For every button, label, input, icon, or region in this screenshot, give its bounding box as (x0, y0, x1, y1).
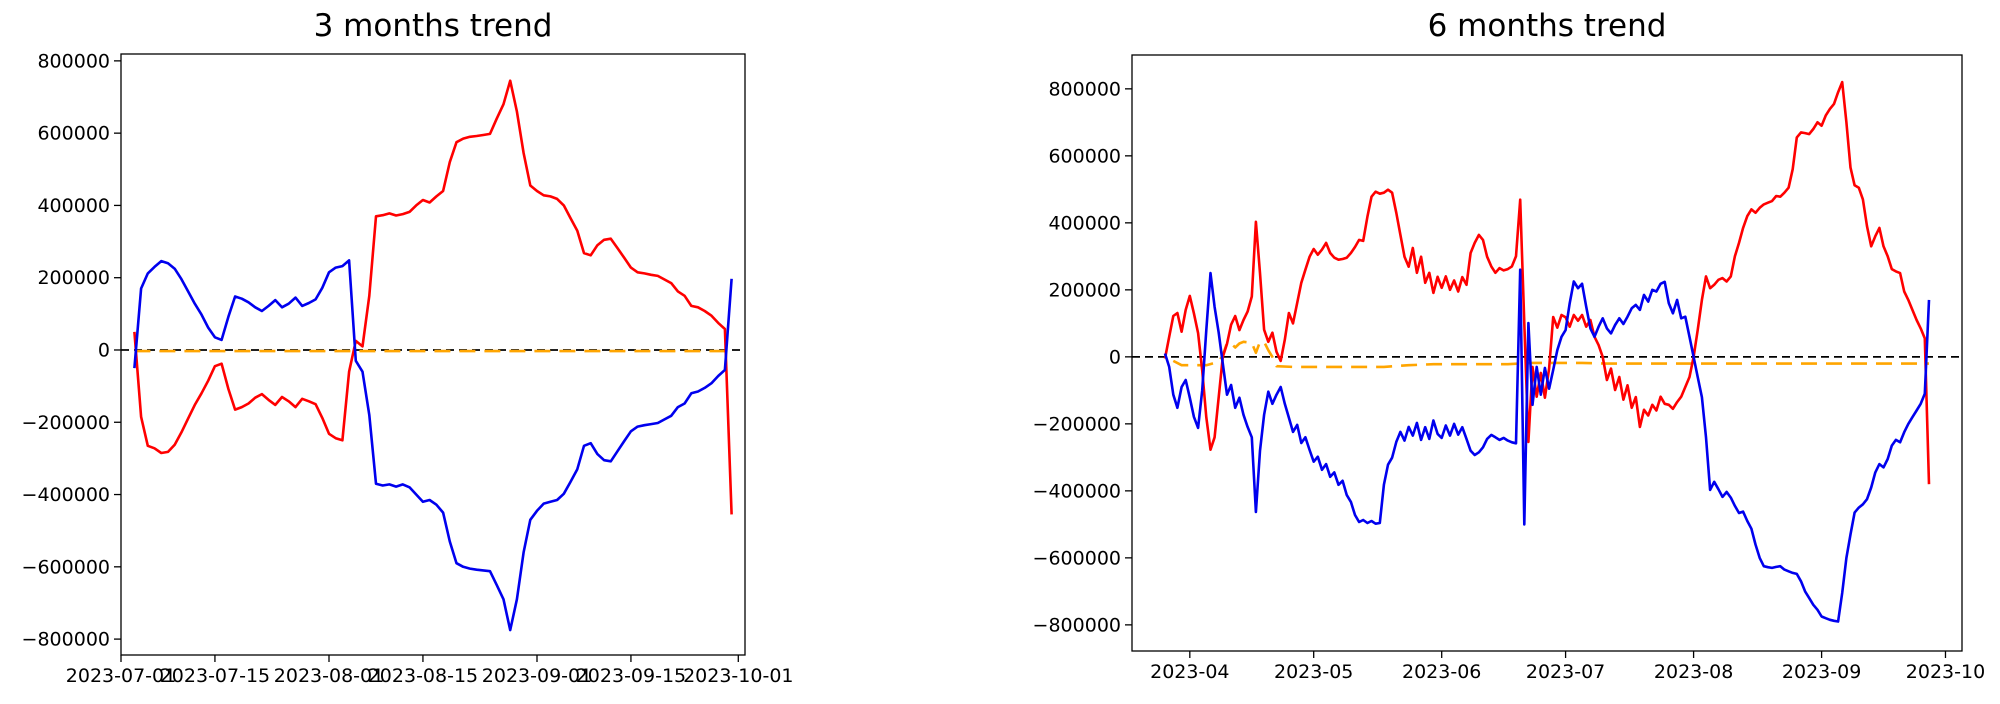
x-tick-label: 2023-09-15 (576, 665, 686, 687)
y-tick-label: 600000 (1048, 145, 1121, 167)
y-tick-label: 0 (1109, 346, 1121, 368)
x-tick-label: 2023-05 (1274, 661, 1353, 683)
y-tick-label: −200000 (22, 412, 110, 434)
blue-series-line (133, 259, 733, 632)
x-tick-label: 2023-07-01 (66, 665, 176, 687)
chart-6-months-trend: 6 months trend −800000 −600000 −400000 −200… (1033, 8, 1986, 683)
y-tick-label: −800000 (1033, 614, 1121, 636)
plot-area (120, 53, 746, 656)
x-tick-label: 2023-08-15 (368, 665, 478, 687)
x-tick-label: 2023-08-01 (274, 665, 384, 687)
red-series-line (133, 79, 733, 515)
y-tick-label: −400000 (1033, 480, 1121, 502)
chart-3-months-trend: 3 months trend −800000 −600000 −400000 −200… (22, 8, 794, 687)
x-tick-label: 2023-07 (1526, 661, 1605, 683)
y-tick-label: 400000 (37, 195, 110, 217)
y-tick-label: 200000 (37, 267, 110, 289)
x-tick-label: 2023-07-15 (160, 665, 270, 687)
y-tick-label: −400000 (22, 484, 110, 506)
y-tick-label: −200000 (1033, 413, 1121, 435)
x-tick-label: 2023-10 (1906, 661, 1985, 683)
y-tick-label: −600000 (1033, 547, 1121, 569)
page-title: 6 months trend (1428, 8, 1667, 44)
x-tick-label: 2023-04 (1150, 661, 1229, 683)
orange-dashed-series-line (1172, 340, 1929, 369)
y-tick-label: 600000 (37, 123, 110, 145)
page-title: 3 months trend (314, 8, 553, 44)
x-tick-label: 2023-10-01 (683, 665, 793, 687)
y-tick-label: 400000 (1048, 212, 1121, 234)
x-tick-label: 2023-06 (1402, 661, 1481, 683)
x-tick-label: 2023-09-01 (482, 665, 592, 687)
y-tick-label: −600000 (22, 556, 110, 578)
y-tick-label: 0 (98, 339, 110, 361)
x-tick-label: 2023-08 (1654, 661, 1733, 683)
y-tick-label: 800000 (37, 50, 110, 72)
y-tick-label: 800000 (1048, 78, 1121, 100)
x-tick-label: 2023-09 (1782, 661, 1861, 683)
y-tick-label: 200000 (1048, 279, 1121, 301)
y-tick-label: −800000 (22, 629, 110, 651)
blue-series-line (1163, 268, 1931, 623)
